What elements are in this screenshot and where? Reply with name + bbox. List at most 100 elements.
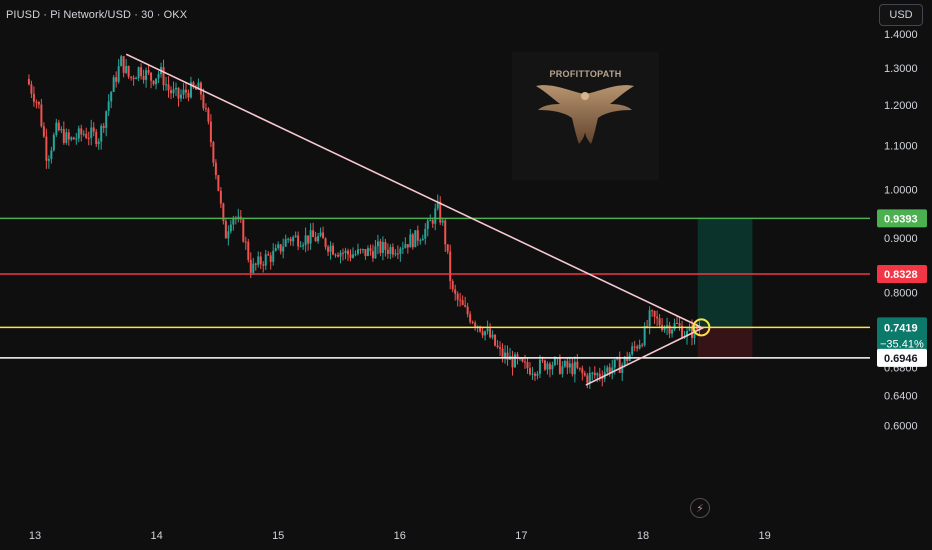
candle-body <box>641 344 644 346</box>
candle-body <box>613 359 616 368</box>
candle-body <box>431 220 434 224</box>
candle-body <box>27 79 30 85</box>
candle-body <box>426 220 429 229</box>
candle-body <box>523 361 526 363</box>
descending-trendline[interactable] <box>125 53 702 329</box>
candle-body <box>232 217 235 225</box>
candle-body <box>528 368 531 375</box>
candle-body <box>596 373 599 376</box>
candle-body <box>299 246 302 248</box>
candle-body <box>319 232 322 237</box>
green-resistance-price-tag <box>877 209 927 228</box>
candle-body <box>140 67 143 76</box>
lightning-icon[interactable]: ⚡ <box>690 498 710 518</box>
candle-body <box>588 373 591 383</box>
candle-body <box>586 375 589 383</box>
white-support-price-tag <box>877 348 927 367</box>
position-stop-zone[interactable] <box>697 327 753 358</box>
candle-body <box>267 254 270 256</box>
candle-body <box>491 334 494 338</box>
candle-body <box>249 259 252 273</box>
candle-body <box>451 280 454 290</box>
candle-body <box>504 352 507 358</box>
candle-body <box>294 235 297 238</box>
currency-button[interactable]: USD <box>879 4 923 26</box>
candle-body <box>521 358 524 362</box>
candle-body <box>107 101 110 112</box>
candle-body <box>444 220 447 245</box>
candle-body <box>598 373 601 377</box>
candle-body <box>381 242 384 253</box>
current-price-tag <box>877 317 927 354</box>
candle-body <box>379 241 382 253</box>
candle-body <box>484 331 487 336</box>
candle-body <box>30 84 33 94</box>
candle-body <box>419 240 422 242</box>
red-resistance-price-label: 0.8328 <box>884 269 918 281</box>
candle-body <box>177 87 180 99</box>
candle-body <box>364 249 367 256</box>
candle-body <box>494 334 497 346</box>
apex-marker-circle[interactable] <box>692 318 711 337</box>
candle-body <box>97 141 100 145</box>
y-tick-label: 1.2000 <box>884 100 918 112</box>
candle-body <box>386 249 389 254</box>
candle-body <box>434 208 437 224</box>
ascending-support-line[interactable] <box>585 326 705 386</box>
candle-body <box>157 74 160 79</box>
candle-body <box>100 125 103 142</box>
candle-body <box>543 360 546 370</box>
candle-body <box>631 346 634 355</box>
candle-body <box>170 90 173 94</box>
candle-body <box>459 299 462 301</box>
candle-body <box>209 121 212 143</box>
candle-body <box>42 126 45 137</box>
candle-body <box>648 310 651 327</box>
candle-body <box>541 359 544 361</box>
candle-body <box>621 364 624 373</box>
candle-body <box>374 246 377 259</box>
candle-body <box>446 244 449 252</box>
candle-body <box>688 327 691 331</box>
candle-body <box>663 326 666 331</box>
candle-body <box>576 361 579 368</box>
candle-body <box>671 329 674 334</box>
candle-body <box>558 357 561 374</box>
watermark-logo: PROFITTOPATH <box>512 52 659 180</box>
candle-body <box>533 373 536 376</box>
candle-body <box>150 72 153 81</box>
candle-body <box>456 293 459 300</box>
candle-body <box>531 373 534 375</box>
candle-body <box>681 325 684 339</box>
candle-body <box>162 67 165 86</box>
candle-body <box>618 358 621 373</box>
candle-body <box>312 230 315 238</box>
candles <box>27 54 701 389</box>
candle-body <box>259 256 262 265</box>
position-target-zone[interactable] <box>697 218 753 328</box>
candle-body <box>369 248 372 252</box>
candle-body <box>224 221 227 239</box>
candle-body <box>414 230 417 248</box>
candle-body <box>95 131 98 145</box>
candle-body <box>314 237 317 242</box>
candle-body <box>52 134 55 151</box>
candle-body <box>72 137 75 140</box>
candle-body <box>406 244 409 248</box>
candle-body <box>204 108 207 110</box>
candle-body <box>92 127 95 132</box>
candle-body <box>536 373 539 376</box>
candle-body <box>102 125 105 128</box>
candle-body <box>47 158 50 161</box>
candle-body <box>120 56 123 67</box>
candle-body <box>591 372 594 374</box>
candle-body <box>329 245 332 252</box>
candle-body <box>658 318 661 326</box>
candle-body <box>77 128 80 139</box>
y-tick-label: 0.8000 <box>884 288 918 300</box>
candle-body <box>279 244 282 252</box>
candle-body <box>222 203 225 222</box>
candle-body <box>571 363 574 375</box>
candle-body <box>593 372 596 376</box>
